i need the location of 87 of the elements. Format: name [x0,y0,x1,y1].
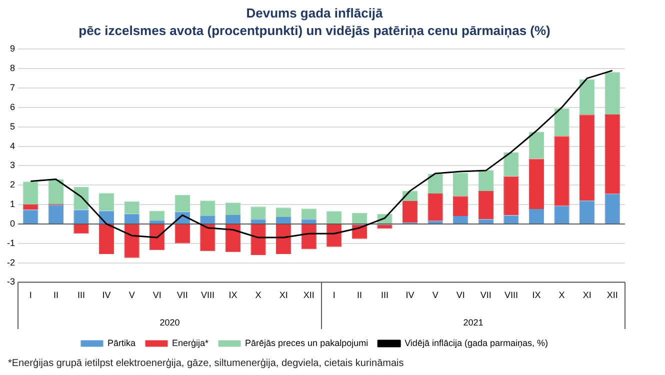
x-tick-label: X [558,290,565,300]
y-tick-label: 0 [10,218,15,228]
y-tick-label: -2 [6,257,15,268]
bar [453,216,468,224]
x-tick-label: XI [279,290,288,300]
bar [98,224,114,254]
legend-label: Vidējā inflācija (gada parmaiņas, %) [404,338,548,348]
bar [276,216,292,224]
x-tick-label: IX [532,290,541,300]
bar [604,194,620,224]
y-tick-label: 4 [10,140,15,151]
bar [478,190,494,220]
bar [250,219,266,224]
bar [554,136,570,206]
x-tick-label: VI [152,290,162,300]
bar [478,170,494,191]
x-tick-label: XII [606,290,618,300]
bar [428,220,443,224]
y-tick-label: 6 [10,102,15,112]
x-tick-label: II [356,290,362,300]
bar [326,224,342,247]
text: *Enerģijas grupā ietilpst elektroenerģija, gāze, siltumenerģija, degviela, cietais kurināmais [7,358,405,369]
bar [301,224,316,250]
x-tick-label: I [29,290,32,300]
x-tick-label: I [332,290,336,300]
bar [604,72,620,114]
bar [200,224,216,252]
bar [23,182,38,205]
bar [604,114,620,194]
bar [504,176,519,216]
x-tick-label: IV [406,290,414,300]
bar [150,220,165,224]
x-tick-label: XI [582,290,592,300]
x-tick-label: V [432,290,438,300]
bar [579,200,595,224]
x-tick-label: VIII [504,290,518,300]
y-tick-label: 1 [10,199,15,210]
x-tick-label: II [53,290,58,300]
bar [200,216,216,224]
y-tick-label: 9 [10,44,15,54]
x-tick-label: VII [176,290,188,300]
x-tick-label: VI [456,290,465,300]
bar [225,224,241,252]
bar [276,224,292,254]
chart-subtitle: pēc izcelsmes avota (procentpunkti) un vidējās patēriņa cenu pārmaiņas (%) [78,22,550,38]
bar [528,158,544,209]
bar [579,114,595,201]
bar [150,224,165,250]
bar [504,152,519,176]
y-tick-label: -1 [6,238,15,248]
legend-label: Pārējās preces un pakalpojumi [245,338,368,348]
y-tick-label: 2 [10,180,15,190]
bar [579,79,595,115]
x-tick-label: VII [480,290,492,300]
bar [478,219,494,224]
bar [453,172,468,196]
bar [48,179,64,204]
y-tick-label: 3 [10,160,15,170]
x-tick-label: XII [303,290,314,300]
legend-label: Pārtika [107,338,136,348]
x-tick-label: X [255,290,262,300]
bar [225,215,241,224]
chart-title: Devums gada inflācijā [246,5,384,20]
bar [554,108,570,136]
bar [23,204,38,210]
y-tick-label: 5 [10,121,15,132]
x-tick-label: V [128,290,135,300]
y-tick-label: 8 [10,63,15,74]
x-tick-label: III [380,290,388,300]
y-tick-label: 7 [10,82,15,93]
bar [74,186,89,210]
bar [428,193,443,221]
text: 2021 [463,317,484,328]
bar [528,132,544,159]
bar [124,224,140,258]
x-tick-label: VIII [200,290,214,300]
bar [301,219,316,224]
y-tick-label: -3 [6,276,15,287]
x-tick-label: IX [228,290,238,300]
bar [250,224,266,256]
x-tick-label: IV [102,290,111,300]
x-tick-label: III [77,290,85,300]
bar [377,224,392,229]
legend-label: Enerģija* [172,338,210,348]
text: 2020 [160,317,180,328]
bar [504,215,519,224]
bar [402,201,418,223]
